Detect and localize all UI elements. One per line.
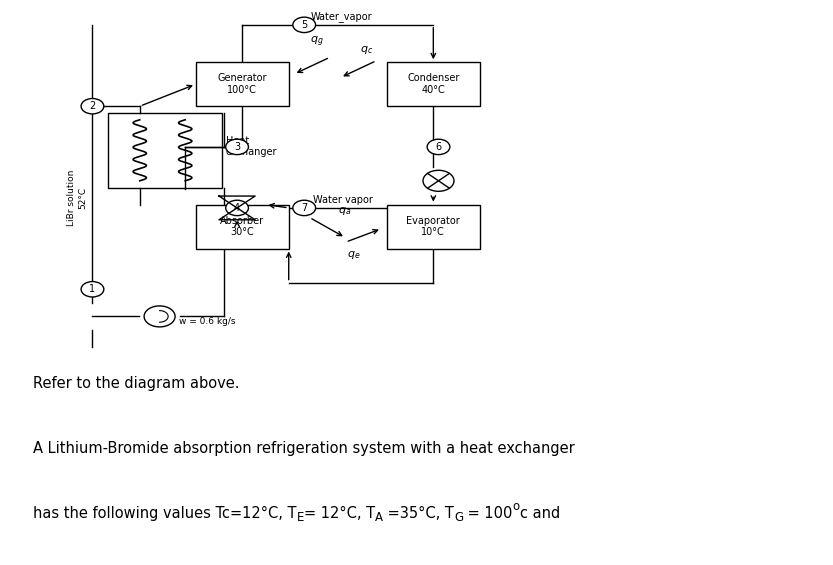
Text: Water_vapor: Water_vapor [311, 11, 372, 22]
Circle shape [144, 306, 175, 327]
Bar [108, 113, 222, 188]
Text: $q_e$: $q_e$ [347, 249, 360, 261]
Text: Water vapor: Water vapor [312, 195, 372, 205]
Text: 3: 3 [234, 142, 240, 152]
Text: Evaporator
10°C: Evaporator 10°C [407, 216, 460, 237]
Text: 7: 7 [301, 203, 307, 213]
Text: Condenser
40°C: Condenser 40°C [407, 73, 460, 95]
Text: $q_g$: $q_g$ [310, 34, 324, 49]
Circle shape [423, 170, 454, 192]
Text: 6: 6 [436, 142, 441, 152]
Text: $q_c$: $q_c$ [360, 44, 373, 55]
Bar [196, 62, 289, 106]
Text: 2: 2 [89, 101, 96, 111]
Bar [387, 205, 480, 249]
Text: has the following values Tc=12°C, T: has the following values Tc=12°C, T [33, 506, 297, 521]
Circle shape [427, 139, 450, 155]
Text: = 12°C, T: = 12°C, T [304, 506, 376, 521]
Text: c and: c and [520, 506, 560, 521]
Text: Refer to the diagram above.: Refer to the diagram above. [33, 376, 240, 391]
Circle shape [226, 139, 248, 155]
Text: Absorber
30°C: Absorber 30°C [220, 216, 264, 237]
Text: 1: 1 [89, 284, 96, 294]
Text: E: E [297, 511, 304, 524]
Text: LiBr solution: LiBr solution [67, 170, 76, 226]
Circle shape [226, 200, 248, 216]
Text: A: A [376, 511, 383, 524]
Text: = 100: = 100 [463, 506, 512, 521]
Text: 5: 5 [301, 20, 307, 30]
Text: Generator
100°C: Generator 100°C [217, 73, 267, 95]
Text: 52°C: 52°C [78, 186, 87, 209]
Circle shape [293, 17, 316, 33]
Text: =35°C, T: =35°C, T [383, 506, 454, 521]
Circle shape [81, 98, 104, 114]
Text: A Lithium-Bromide absorption refrigeration system with a heat exchanger: A Lithium-Bromide absorption refrigerati… [33, 441, 575, 456]
Text: $q_a$: $q_a$ [338, 206, 351, 218]
Bar [387, 62, 480, 106]
Text: o: o [512, 500, 520, 513]
Text: 4: 4 [234, 203, 240, 213]
Circle shape [81, 281, 104, 297]
Text: Heat
exchanger: Heat exchanger [226, 136, 277, 158]
Bar [196, 205, 289, 249]
Text: w = 0.6 kg/s: w = 0.6 kg/s [179, 317, 236, 326]
Text: G: G [454, 511, 463, 524]
Circle shape [293, 200, 316, 216]
